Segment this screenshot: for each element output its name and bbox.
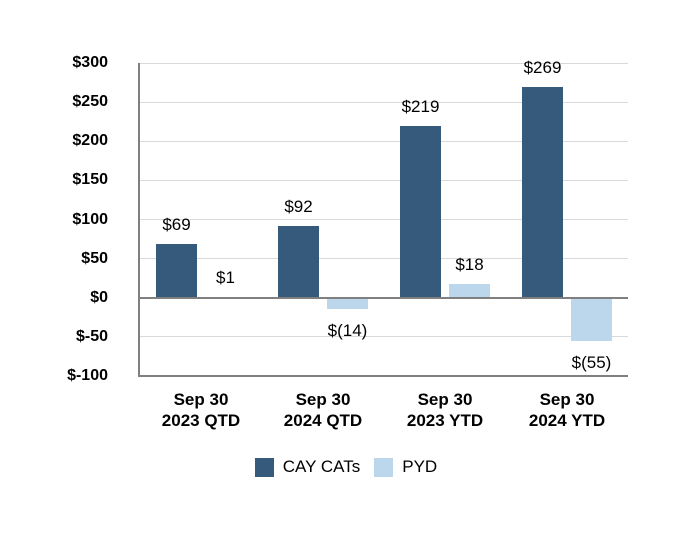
bar-value-label: $92 [284, 196, 313, 216]
gridline [140, 140, 628, 142]
y-axis-tick-label: $-100 [67, 367, 108, 384]
legend-label-pyd: PYD [402, 457, 438, 476]
gridline [140, 62, 628, 64]
bar-value-label: $(55) [571, 352, 612, 372]
bar-pyd [449, 283, 490, 298]
gridline [140, 101, 628, 103]
bar-value-label: $18 [455, 254, 484, 274]
x-axis-category-label: Sep 30 2023 YTD [406, 390, 484, 430]
y-axis-tick-label: $250 [72, 93, 108, 111]
bar-value-label: $269 [523, 58, 562, 78]
y-axis-tick-label: $50 [81, 249, 108, 267]
y-axis-tick-label: $200 [72, 132, 108, 150]
x-axis-category-label: Sep 30 2024 YTD [528, 390, 606, 430]
y-axis-tick-label: $150 [72, 171, 108, 189]
gridline [140, 375, 628, 377]
legend-swatch-pyd-icon [374, 457, 394, 477]
bar-pyd [327, 297, 368, 309]
bar-value-label: $(14) [327, 320, 368, 340]
y-axis-tick-label: $100 [72, 210, 108, 228]
gridline [140, 336, 628, 338]
legend-item-cay-cats: CAY CATs [254, 457, 361, 477]
bar-value-label: $69 [162, 214, 191, 234]
y-axis-tick-label: $300 [72, 54, 108, 71]
x-axis-category-label: Sep 30 2024 QTD [283, 390, 363, 430]
legend: CAY CATs PYD [0, 452, 692, 482]
bar-value-label: $1 [216, 267, 235, 287]
legend-item-pyd: PYD [374, 457, 437, 477]
bar-cay-cats [278, 225, 319, 298]
bar-cay-cats [400, 126, 441, 298]
gridline [140, 179, 628, 181]
legend-label-cay-cats: CAY CATs [282, 457, 361, 476]
bar-cay-cats [156, 243, 197, 298]
y-axis-line [138, 63, 140, 377]
x-axis-category-label: Sep 30 2023 QTD [161, 390, 241, 430]
bar-cay-cats [522, 87, 563, 298]
zero-line [140, 296, 628, 299]
y-axis-tick-label: $0 [90, 288, 108, 306]
y-axis-tick-label: $-50 [75, 327, 108, 345]
bar-value-label: $219 [401, 97, 440, 117]
bar-pyd [571, 297, 612, 341]
gridline [140, 219, 628, 220]
legend-swatch-cay-cats-icon [254, 457, 274, 477]
gridline [140, 258, 628, 260]
